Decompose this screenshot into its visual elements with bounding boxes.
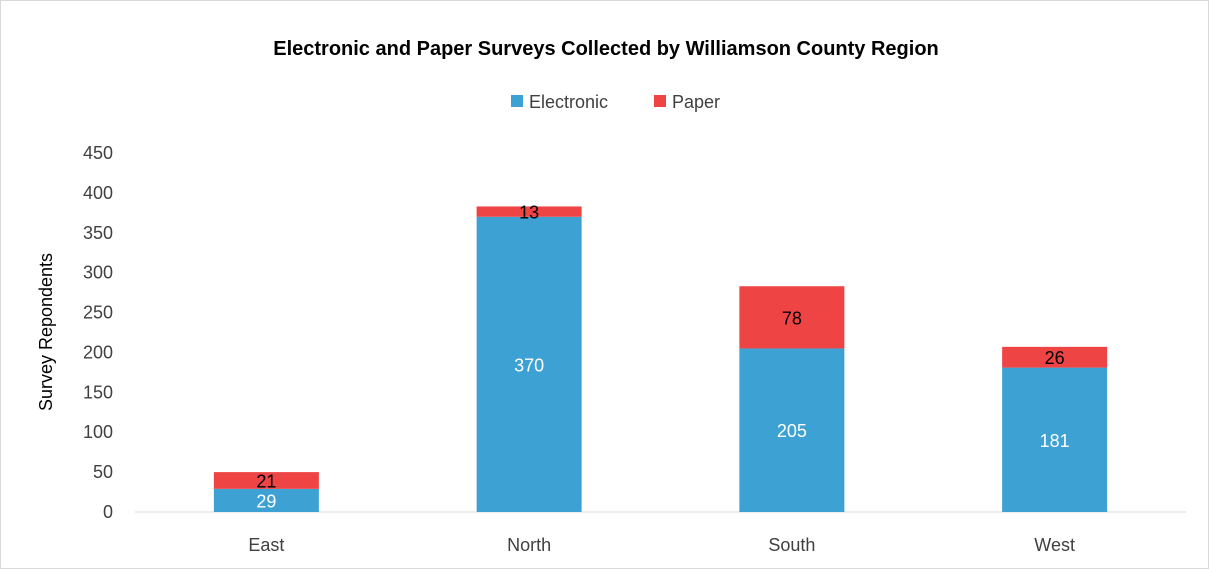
bar-paper-west <box>1002 346 1108 368</box>
bar-electronic-west <box>1002 367 1108 512</box>
x-tick-label-north: North <box>507 535 551 555</box>
data-label-electronic-east: 29 <box>256 491 276 511</box>
y-tick-label: 0 <box>103 502 113 522</box>
legend-swatch-electronic <box>511 95 523 107</box>
data-label-electronic-north: 370 <box>514 355 544 375</box>
x-tick-label-east: East <box>248 535 284 555</box>
y-axis-ticks: 0 50 100 150 200 250 300 350 400 450 <box>83 143 113 522</box>
legend-swatch-paper <box>654 95 666 107</box>
x-tick-label-south: South <box>768 535 815 555</box>
data-label-electronic-west: 181 <box>1040 431 1070 451</box>
bar-paper-south <box>739 286 845 349</box>
bar-electronic-north <box>476 216 582 513</box>
y-axis-label: Survey Repondents <box>36 253 56 411</box>
y-tick-label: 400 <box>83 183 113 203</box>
x-tick-label-west: West <box>1034 535 1075 555</box>
y-tick-label: 100 <box>83 422 113 442</box>
bar-paper-north <box>476 206 582 217</box>
y-tick-label: 300 <box>83 263 113 283</box>
bar-paper-east <box>213 472 319 489</box>
data-label-paper-south: 78 <box>782 308 802 328</box>
y-tick-label: 150 <box>83 382 113 402</box>
x-axis-ticks: East North South West <box>248 535 1075 555</box>
y-tick-label: 450 <box>83 143 113 163</box>
data-label-paper-east: 21 <box>256 471 276 491</box>
data-label-paper-north: 13 <box>519 203 539 223</box>
data-label-electronic-south: 205 <box>777 421 807 441</box>
legend: Electronic Paper <box>511 92 720 112</box>
y-tick-label: 350 <box>83 223 113 243</box>
y-tick-label: 50 <box>93 462 113 482</box>
legend-label-electronic: Electronic <box>529 92 608 112</box>
data-label-paper-west: 26 <box>1045 348 1065 368</box>
bar-electronic-east <box>213 488 319 512</box>
legend-label-paper: Paper <box>672 92 720 112</box>
bar-electronic-south <box>739 348 845 512</box>
chart-title: Electronic and Paper Surveys Collected b… <box>273 38 939 60</box>
y-tick-label: 200 <box>83 342 113 362</box>
y-tick-label: 250 <box>83 303 113 323</box>
